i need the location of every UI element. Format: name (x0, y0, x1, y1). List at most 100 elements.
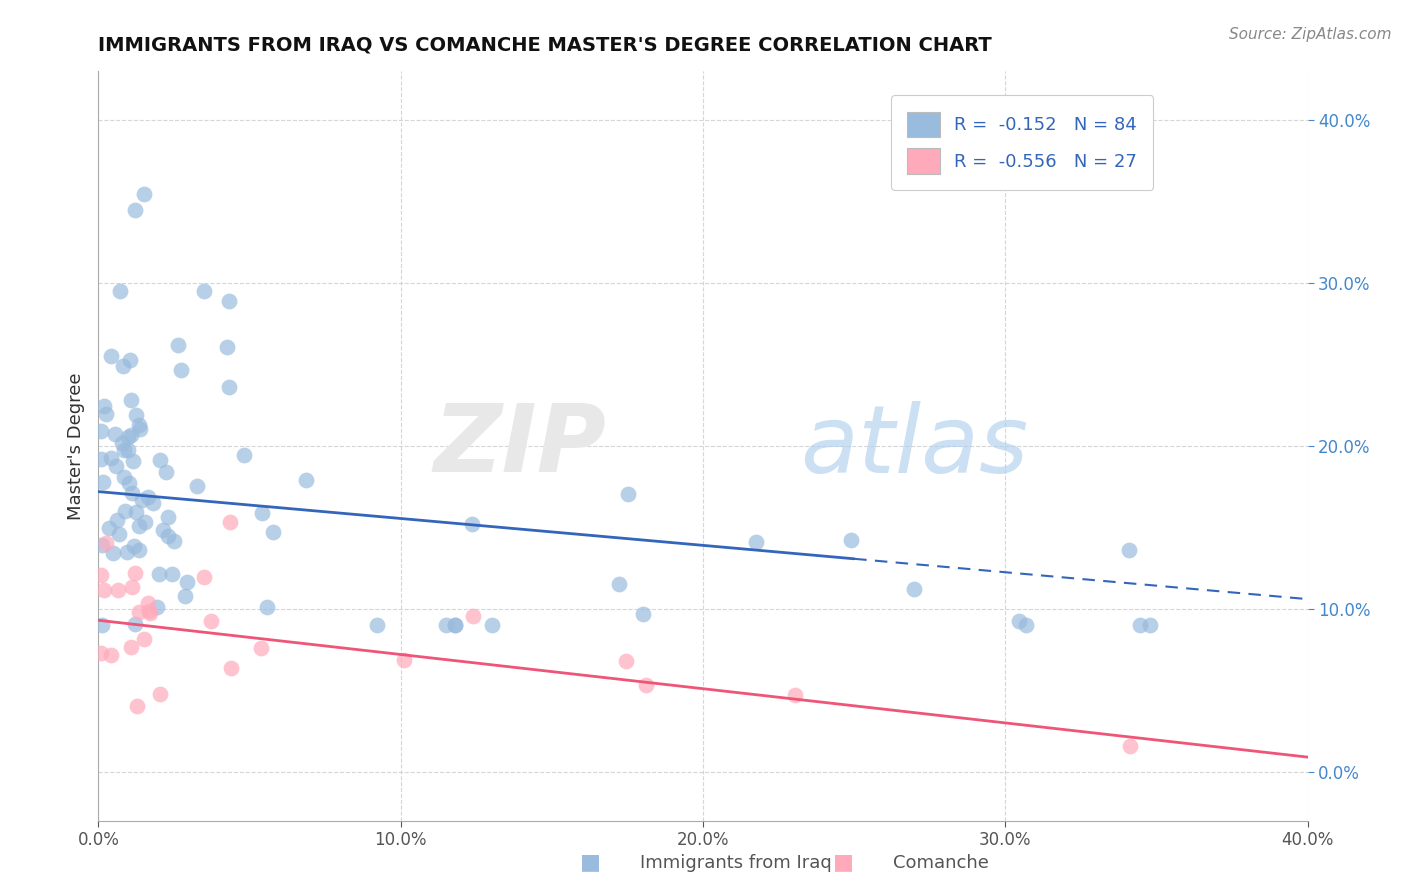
Point (114, 504, 136, 518)
Point (176, 575, 198, 590)
Point (105, 513, 128, 527)
Point (156, 529, 179, 543)
Point (111, 436, 134, 450)
Point (634, 678, 657, 692)
Point (250, 640, 273, 655)
Point (104, 427, 127, 442)
Point (96, 408, 118, 422)
Point (617, 487, 640, 501)
Point (152, 523, 174, 537)
Point (1119, 739, 1142, 753)
Point (167, 338, 190, 352)
Point (160, 566, 183, 581)
Point (138, 604, 160, 618)
Point (839, 533, 862, 547)
Point (125, 505, 148, 519)
Point (124, 202, 146, 217)
Point (108, 285, 131, 299)
Point (132, 186, 155, 201)
Point (444, 618, 467, 632)
Point (131, 493, 153, 508)
Point (100, 450, 122, 465)
Point (155, 465, 177, 479)
Point (903, 582, 925, 596)
Point (193, 569, 215, 583)
Point (91, 618, 114, 632)
Point (101, 546, 124, 560)
Point (125, 408, 148, 422)
Text: ZIP: ZIP (433, 400, 606, 492)
Point (1128, 618, 1150, 632)
Point (218, 380, 240, 394)
Point (117, 545, 139, 559)
Point (149, 453, 172, 467)
Point (128, 519, 150, 533)
Point (105, 459, 128, 474)
Point (128, 543, 150, 558)
Point (98, 520, 121, 534)
Point (461, 609, 484, 624)
Point (142, 496, 165, 510)
Point (219, 515, 242, 529)
Point (90, 568, 112, 582)
Text: ■: ■ (581, 853, 600, 872)
Point (107, 582, 129, 597)
Point (295, 473, 318, 487)
Point (614, 654, 637, 668)
Point (121, 580, 143, 594)
Y-axis label: Master's Degree: Master's Degree (66, 372, 84, 520)
Point (744, 535, 766, 549)
Point (100, 349, 122, 363)
Point (218, 293, 240, 308)
Point (127, 699, 149, 714)
Point (444, 618, 467, 632)
Point (366, 618, 388, 632)
Text: Immigrants from Iraq: Immigrants from Iraq (640, 855, 831, 872)
Point (262, 525, 284, 540)
Point (186, 479, 208, 493)
Point (136, 596, 159, 610)
Text: IMMIGRANTS FROM IRAQ VS COMANCHE MASTER'S DEGREE CORRELATION CHART: IMMIGRANTS FROM IRAQ VS COMANCHE MASTER'… (98, 36, 993, 54)
Point (91, 538, 114, 552)
Point (90, 646, 112, 660)
Point (200, 615, 222, 629)
Point (1118, 542, 1140, 557)
Point (193, 285, 215, 299)
Point (250, 506, 273, 520)
Point (120, 640, 142, 654)
Point (163, 533, 186, 548)
Point (118, 475, 141, 490)
Point (461, 516, 484, 531)
Point (118, 352, 141, 367)
Point (93, 399, 115, 413)
Point (785, 688, 807, 702)
Point (607, 577, 630, 591)
Point (148, 567, 170, 582)
Point (121, 485, 143, 500)
Text: Source: ZipAtlas.com: Source: ZipAtlas.com (1229, 27, 1392, 42)
Point (129, 423, 152, 437)
Point (173, 589, 195, 603)
Point (122, 539, 145, 553)
Point (170, 363, 193, 377)
Text: ■: ■ (834, 853, 853, 872)
Point (90, 452, 112, 467)
Point (132, 632, 155, 646)
Point (120, 427, 142, 442)
Point (394, 653, 416, 667)
Point (138, 490, 160, 504)
Point (631, 607, 654, 621)
Point (145, 600, 167, 615)
Point (117, 443, 139, 458)
Point (1139, 618, 1161, 632)
Point (256, 600, 278, 615)
Point (128, 418, 150, 433)
Point (120, 392, 142, 407)
Point (481, 618, 503, 632)
Point (1015, 618, 1038, 632)
Point (221, 661, 243, 675)
Point (94, 535, 117, 549)
Point (149, 687, 172, 701)
Point (124, 566, 146, 581)
Point (128, 605, 150, 619)
